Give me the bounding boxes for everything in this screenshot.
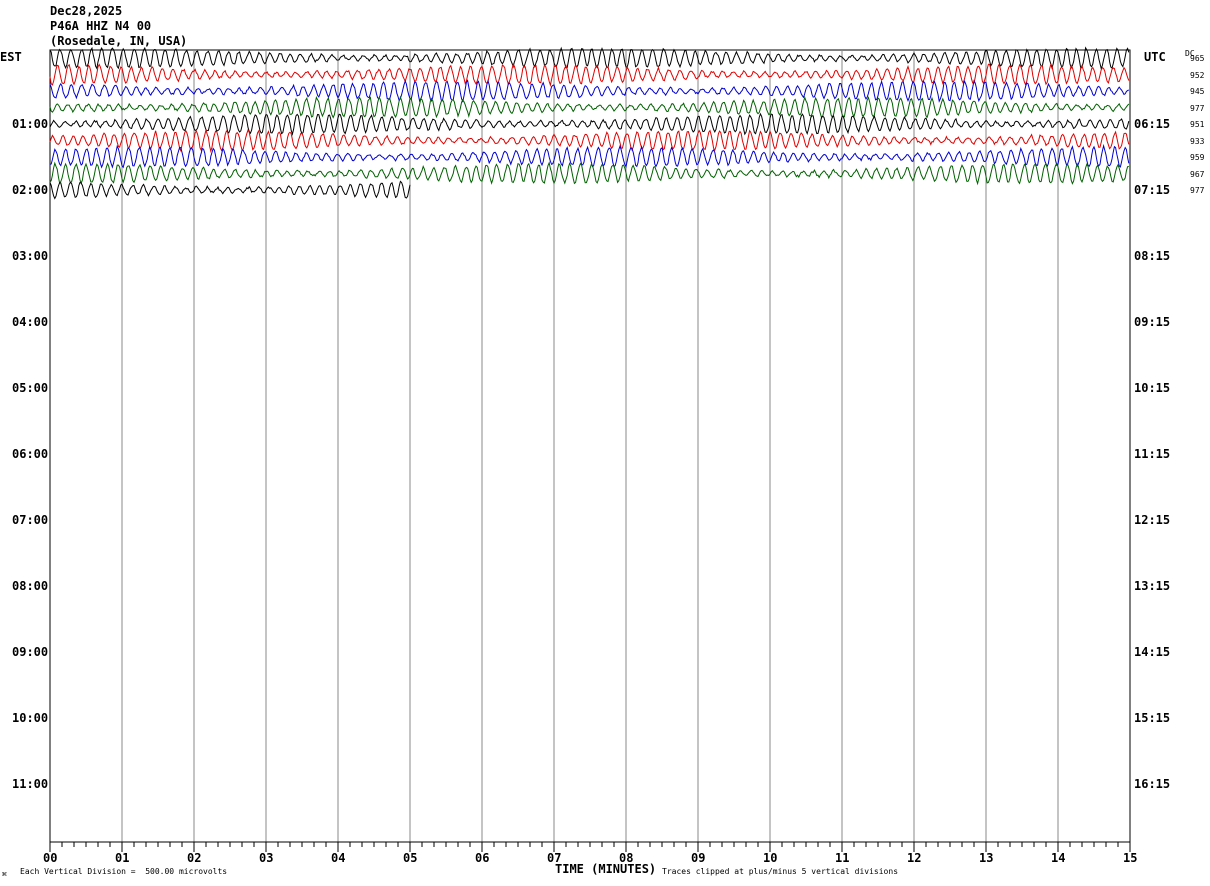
x-tick-label: 00 <box>43 851 58 865</box>
left-hour-label: 04:00 <box>12 315 49 329</box>
dc-value: 977 <box>1190 186 1205 195</box>
right-zone-label: UTC <box>1144 50 1166 64</box>
x-tick-label: 10 <box>763 851 778 865</box>
division-note: Each Vertical Division = 500.00 microvol… <box>20 867 228 876</box>
right-hour-label: 06:15 <box>1134 117 1171 131</box>
dc-value: 959 <box>1190 153 1205 162</box>
x-tick-label: 11 <box>835 851 850 865</box>
seismic-trace-black <box>49 180 411 200</box>
left-hour-label: 08:00 <box>12 579 49 593</box>
x-axis-title: TIME (MINUTES) <box>555 862 657 876</box>
seismic-trace-green <box>49 161 1129 186</box>
right-hour-label: 14:15 <box>1134 645 1171 659</box>
station-label: P46A HHZ N4 00 <box>50 19 152 33</box>
right-hour-label: 13:15 <box>1134 579 1171 593</box>
clip-note: Traces clipped at plus/minus 5 vertical … <box>662 867 899 876</box>
right-hour-label: 10:15 <box>1134 381 1171 395</box>
left-hour-label: 06:00 <box>12 447 49 461</box>
location-label: (Rosedale, IN, USA) <box>50 34 188 48</box>
minute-grid <box>49 49 1131 843</box>
x-tick-label: 02 <box>187 851 202 865</box>
x-tick-label: 05 <box>403 851 418 865</box>
x-tick-label: 06 <box>475 851 490 865</box>
right-hour-label: 16:15 <box>1134 777 1171 791</box>
dc-label: DC <box>1185 49 1195 58</box>
right-hour-label: 11:15 <box>1134 447 1171 461</box>
x-tick-label: 08 <box>619 851 634 865</box>
dc-value: 952 <box>1190 70 1205 80</box>
right-hour-label: 07:15 <box>1134 183 1171 197</box>
seismic-trace-black <box>49 112 1130 136</box>
dc-value: 977 <box>1190 103 1205 113</box>
left-hour-label: 09:00 <box>12 645 49 659</box>
x-tick-label: 09 <box>691 851 706 865</box>
seismic-trace-blue <box>49 143 1130 169</box>
seismic-trace-black <box>49 46 1130 71</box>
x-tick-label: 07 <box>547 851 562 865</box>
dc-value: 967 <box>1190 169 1205 179</box>
left-hour-label: 03:00 <box>12 249 49 263</box>
seismic-trace-red <box>49 62 1130 88</box>
corner-mark: ⌘ <box>2 870 7 879</box>
x-tick-label: 03 <box>259 851 274 865</box>
dc-value: 945 <box>1190 87 1205 96</box>
left-hour-label: 05:00 <box>12 381 49 395</box>
x-tick-label: 01 <box>115 851 130 865</box>
date-label: Dec28,2025 <box>50 4 123 18</box>
x-tick-label: 04 <box>331 851 346 865</box>
right-hour-label: 12:15 <box>1134 513 1171 527</box>
dc-value: 965 <box>1190 54 1205 63</box>
seismic-trace-blue <box>49 79 1130 103</box>
left-hour-label: 11:00 <box>12 777 49 791</box>
right-hour-label: 15:15 <box>1134 711 1171 725</box>
left-hour-label: 07:00 <box>12 513 49 527</box>
right-hour-label: 09:15 <box>1134 315 1171 329</box>
x-tick-label: 12 <box>907 851 922 865</box>
left-zone-label: EST <box>0 50 22 64</box>
seismic-trace-red <box>49 128 1130 154</box>
dc-value: 933 <box>1190 136 1205 146</box>
left-hour-label: 02:00 <box>12 183 49 197</box>
x-axis-ticks <box>49 841 1131 852</box>
x-tick-label: 14 <box>1051 851 1066 865</box>
dc-value: 951 <box>1190 120 1205 129</box>
left-hour-label: 10:00 <box>12 711 49 725</box>
x-tick-label: 15 <box>1123 851 1138 865</box>
left-hour-label: 01:00 <box>12 117 49 131</box>
x-tick-label: 13 <box>979 851 994 865</box>
seismic-trace-green <box>49 95 1130 120</box>
trace-group <box>49 46 1130 200</box>
right-hour-label: 08:15 <box>1134 249 1171 263</box>
